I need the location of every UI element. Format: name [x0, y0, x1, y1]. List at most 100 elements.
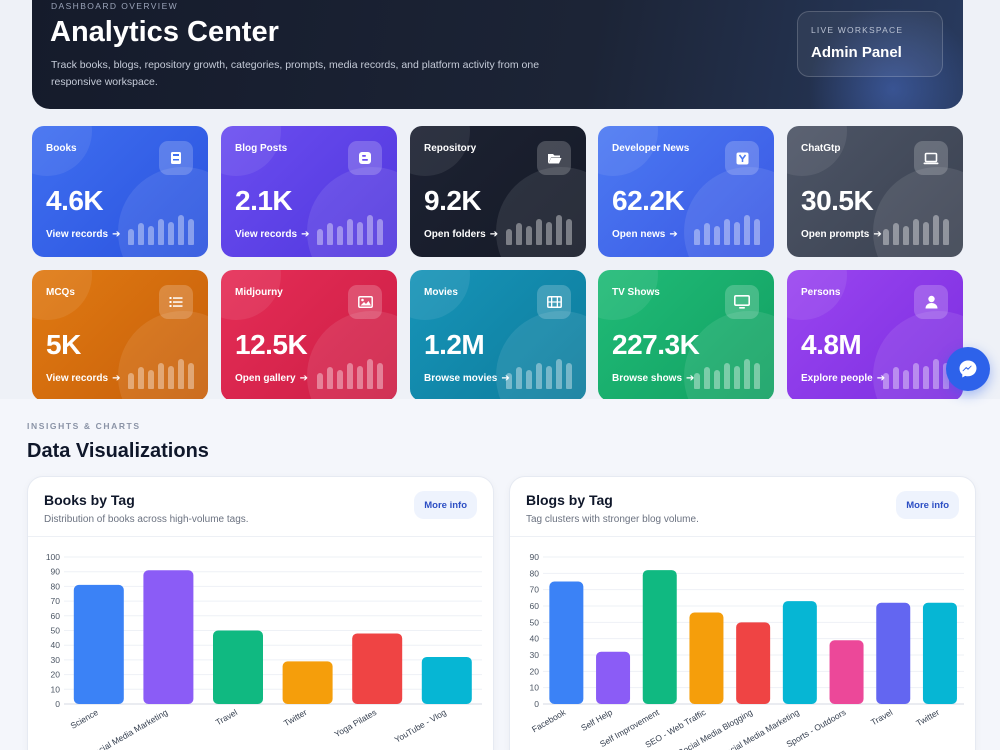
mini-bar: [913, 219, 919, 245]
x-tick-label: Science: [69, 707, 100, 731]
stat-card-developer-news[interactable]: Developer News 62.2K Open news ➔: [598, 126, 774, 257]
bar: [689, 612, 724, 704]
card-link[interactable]: Open gallery ➔: [235, 373, 308, 384]
mini-bar: [158, 219, 164, 245]
mini-bar: [943, 363, 949, 389]
book-icon: [159, 141, 193, 175]
card-link[interactable]: Browse movies ➔: [424, 373, 510, 384]
more-info-button[interactable]: More info: [414, 491, 477, 519]
mini-bar: [188, 363, 194, 389]
mini-bar: [714, 226, 720, 245]
bar: [596, 651, 631, 704]
mini-bar: [734, 366, 740, 389]
stat-card-repository[interactable]: Repository 9.2K Open folders ➔: [410, 126, 586, 257]
stat-card-mcqs[interactable]: MCQs 5K View records ➔: [32, 270, 208, 401]
card-title: TV Shows: [612, 287, 660, 298]
mini-bar: [566, 363, 572, 389]
card-link[interactable]: Open news ➔: [612, 229, 678, 240]
arrow-right-icon: ➔: [489, 229, 499, 240]
arrow-right-icon: ➔: [301, 229, 310, 240]
stat-card-blog-posts[interactable]: Blog Posts 2.1K View records ➔: [221, 126, 397, 257]
stat-card-tv-shows[interactable]: TV Shows 227.3K Browse shows ➔: [598, 270, 774, 401]
x-tick-label: Yoga Pilates: [333, 707, 379, 739]
mini-bars: [317, 215, 383, 245]
panel-subtitle: Tag clusters with stronger blog volume.: [526, 514, 699, 525]
mini-bars: [506, 215, 572, 245]
stat-card-midjourny[interactable]: Midjourny 12.5K Open gallery ➔: [221, 270, 397, 401]
arrow-right-icon: ➔: [873, 229, 882, 240]
mini-bar: [138, 367, 144, 389]
card-link[interactable]: View records ➔: [235, 229, 309, 240]
mini-bar: [357, 366, 363, 389]
y-tick-label: 90: [51, 567, 61, 577]
card-link[interactable]: Explore people ➔: [801, 373, 885, 384]
arrow-right-icon: ➔: [686, 373, 695, 384]
mini-bar: [933, 359, 939, 389]
mini-bar: [744, 215, 750, 245]
mini-bar: [337, 370, 343, 389]
workspace-card[interactable]: LIVE WORKSPACE Admin Panel: [797, 11, 943, 77]
mini-bar: [357, 222, 363, 245]
card-value: 4.6K: [46, 185, 104, 216]
panel-subtitle: Distribution of books across high-volume…: [44, 514, 249, 525]
mini-bar: [138, 223, 144, 245]
mini-bars: [883, 359, 949, 389]
card-link[interactable]: View records ➔: [46, 373, 120, 384]
film-icon: [537, 285, 571, 319]
card-link[interactable]: Open prompts ➔: [801, 229, 882, 240]
stat-card-books[interactable]: Books 4.6K View records ➔: [32, 126, 208, 257]
mini-bar: [128, 229, 134, 245]
chart-panel-books-by-tag: Books by Tag Distribution of books acros…: [27, 476, 494, 750]
stat-card-chatgtp[interactable]: ChatGtp 30.5K Open prompts ➔: [787, 126, 963, 257]
mini-bar: [337, 226, 343, 245]
mini-bar: [327, 367, 333, 389]
x-tick-label: Self Help: [579, 707, 614, 733]
messenger-button[interactable]: [946, 347, 990, 391]
section-eyebrow: INSIGHTS & CHARTS: [27, 421, 141, 431]
bar: [143, 570, 194, 704]
mini-bar: [566, 219, 572, 245]
mini-bar: [536, 363, 542, 389]
y-tick-label: 60: [530, 601, 540, 611]
y-tick-label: 30: [51, 655, 61, 665]
insights-section: INSIGHTS & CHARTS Data Visualizations Bo…: [0, 399, 1000, 750]
y-tick-label: 50: [51, 626, 61, 636]
messenger-icon: [959, 360, 977, 378]
mini-bar: [367, 215, 373, 245]
y-tick-label: 80: [51, 581, 61, 591]
card-value: 12.5K: [235, 329, 308, 360]
y-tick-label: 0: [55, 699, 60, 709]
mini-bar: [883, 373, 889, 389]
more-info-button[interactable]: More info: [896, 491, 959, 519]
card-link[interactable]: View records ➔: [46, 229, 120, 240]
y-tick-label: 70: [51, 596, 61, 606]
bar: [549, 581, 584, 704]
mini-bar: [377, 219, 383, 245]
list-icon: [159, 285, 193, 319]
y-tick-label: 100: [46, 552, 60, 562]
mini-bar: [704, 223, 710, 245]
card-link-label: View records: [46, 229, 109, 240]
mini-bar: [724, 363, 730, 389]
y-tick-label: 70: [530, 585, 540, 595]
mini-bar: [536, 219, 542, 245]
stat-card-persons[interactable]: Persons 4.8M Explore people ➔: [787, 270, 963, 401]
panel-title: Books by Tag: [44, 492, 135, 508]
bar: [352, 633, 403, 704]
mini-bar: [694, 229, 700, 245]
card-link[interactable]: Browse shows ➔: [612, 373, 694, 384]
mini-bar: [347, 219, 353, 245]
mini-bar: [526, 370, 532, 389]
card-link[interactable]: Open folders ➔: [424, 229, 498, 240]
mini-bar: [893, 223, 899, 245]
arrow-right-icon: ➔: [876, 373, 886, 384]
arrow-right-icon: ➔: [299, 373, 308, 384]
mini-bar: [883, 229, 889, 245]
mini-bar: [913, 363, 919, 389]
image-icon: [348, 285, 382, 319]
mini-bar: [754, 219, 760, 245]
card-title: Movies: [424, 287, 458, 298]
stat-card-movies[interactable]: Movies 1.2M Browse movies ➔: [410, 270, 586, 401]
mini-bars: [128, 215, 194, 245]
mini-bar: [506, 373, 512, 389]
